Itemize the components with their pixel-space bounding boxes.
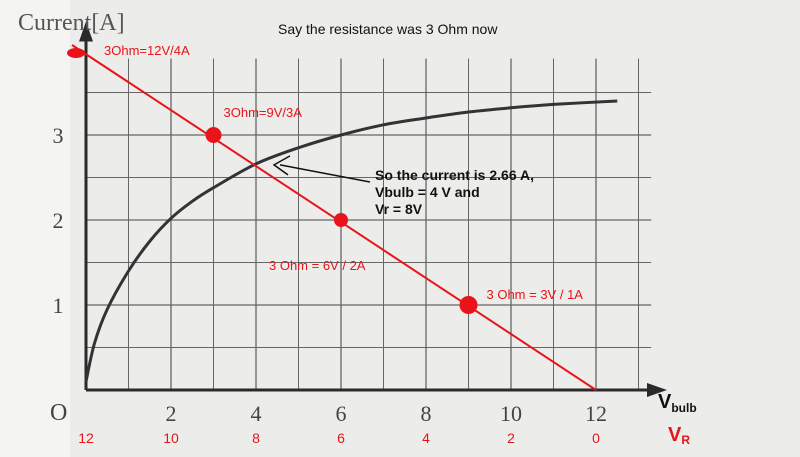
load-point	[459, 296, 478, 314]
vr-tick-label: 6	[337, 430, 345, 446]
chart-note: Say the resistance was 3 Ohm now	[278, 21, 498, 37]
x-axis-label-sub: bulb	[671, 401, 696, 415]
bulb-curve	[84, 99, 618, 382]
load-point	[334, 213, 348, 227]
intersection-arrow-head	[272, 155, 291, 176]
grid	[86, 58, 652, 390]
x-axis-label: Vbulb	[658, 391, 697, 415]
intersection-note-line-2: Vbulb = 4 V and	[375, 184, 480, 200]
vr-axis-label-main: V	[668, 424, 682, 446]
x-axis-arrow	[647, 383, 667, 397]
x-axis-label-main: V	[658, 391, 672, 413]
vr-tick-label: 2	[507, 430, 515, 446]
x-tick-label: 12	[585, 401, 607, 426]
origin-label: O	[50, 400, 67, 426]
y-tick-label: 2	[53, 208, 64, 233]
load-point	[205, 127, 222, 143]
y-tick-label: 3	[53, 123, 64, 148]
vr-tick-label: 8	[252, 430, 260, 446]
load-point-label: 3 Ohm = 3V / 1A	[487, 287, 584, 302]
x-tick-label: 4	[251, 401, 262, 426]
vr-tick-label: 10	[163, 430, 179, 446]
labels: Current[A] Say the resistance was 3 Ohm …	[18, 10, 697, 447]
x-tick-label: 8	[421, 401, 432, 426]
x-tick-label: 6	[336, 401, 347, 426]
intersection-note: So the current is 2.66 A, Vbulb = 4 V an…	[375, 167, 538, 217]
vr-tick-label: 12	[78, 430, 94, 446]
y-axis-arrow	[79, 21, 93, 42]
load-point-label: 3Ohm=9V/3A	[224, 105, 303, 120]
y-tick-label: 1	[53, 293, 64, 318]
x-tick-label: 2	[166, 401, 177, 426]
intersection-note-line-3: Vr = 8V	[375, 201, 423, 217]
axes	[79, 21, 667, 397]
load-point	[67, 48, 85, 58]
intersection-arrow-shaft	[279, 164, 371, 183]
vr-tick-label: 0	[592, 430, 600, 446]
x-tick-label: 10	[500, 401, 522, 426]
y-axis-label: Current[A]	[18, 10, 125, 36]
vr-axis-label: VR	[668, 424, 690, 447]
load-line	[71, 44, 597, 391]
vr-axis-label-sub: R	[681, 433, 690, 447]
left-margin-shade	[0, 0, 70, 457]
vr-tick-label: 4	[422, 430, 430, 446]
series	[67, 44, 618, 391]
load-point-label: 3 Ohm = 6V / 2A	[269, 258, 366, 273]
intersection-note-line-1: So the current is 2.66 A,	[375, 167, 534, 183]
load-point-label: 3Ohm=12V/4A	[104, 43, 190, 58]
